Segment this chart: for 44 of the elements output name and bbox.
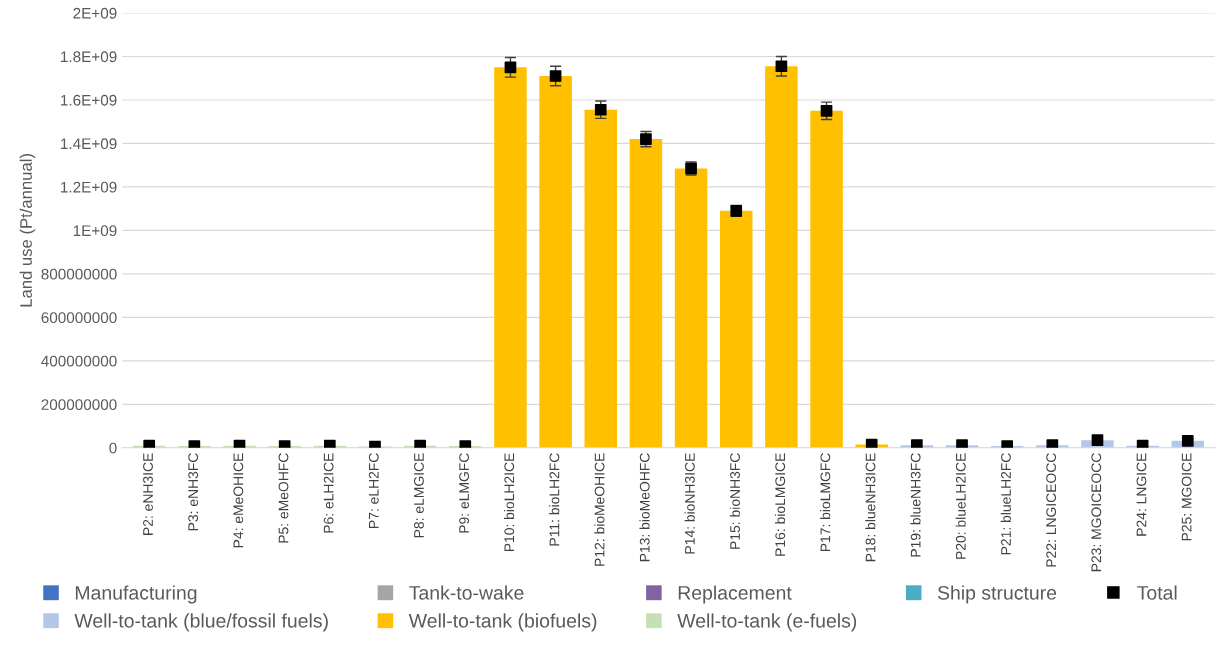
legend-label: Ship structure	[937, 585, 1057, 604]
x-tick-label: P10: bioLH2ICE	[503, 453, 515, 552]
x-tick-label: P11: bioLH2FC	[549, 453, 560, 546]
x-tick-label: P2: eNH3ICE	[143, 453, 153, 535]
x-tick-label: P3: eNH3FC	[188, 453, 199, 531]
x-tick-label: P5: eMeOHFC	[278, 453, 289, 543]
x-tick-label: P13: bioMeOHFC	[639, 453, 650, 562]
y-tick-label: 1.4E+09	[61, 138, 117, 150]
x-tick-label: P18: blueNH3ICE	[865, 453, 876, 562]
y-tick-label: 1.6E+09	[61, 94, 117, 106]
y-tick-label: 1E+09	[73, 225, 117, 237]
legend-label: Tank-to-wake	[409, 585, 524, 600]
legend-label: Well-to-tank (blue/fossil fuels)	[74, 613, 328, 632]
x-tick-label: P4: eMeOHICE	[233, 453, 244, 548]
y-tick-label: 2E+09	[73, 7, 117, 19]
legend-label: Total	[1137, 585, 1177, 600]
x-tick-label: P23: MGOICEOCC	[1091, 453, 1102, 572]
legend-label: Well-to-tank (biofuels)	[408, 613, 597, 632]
x-tick-label: P22: LNGICEOCC	[1046, 453, 1057, 567]
legend-label: Replacement	[678, 585, 792, 604]
x-tick-label: P6: eLH2ICE	[323, 453, 334, 533]
y-tick-label: 0	[109, 442, 117, 454]
x-tick-label: P17: bioLMGFC	[820, 453, 831, 552]
y-tick-label: 600000000	[41, 312, 117, 324]
y-axis-title: Land use (Pt/annual)	[19, 154, 36, 307]
x-tick-label: P21: blueLH2FC	[1000, 453, 1011, 555]
x-tick-label: P16: bioLMGICE	[774, 453, 786, 556]
y-tick-label: 400000000	[41, 355, 117, 367]
legend-label: Manufacturing	[75, 585, 197, 604]
y-tick-label: 200000000	[41, 399, 117, 411]
y-tick-label: 800000000	[41, 268, 117, 280]
x-tick-label: P7: eLH2FC	[368, 453, 379, 528]
x-tick-label: P24: LNGICE	[1136, 453, 1147, 536]
x-tick-label: P15: bioNH3FC	[729, 453, 740, 549]
x-tick-label: P8: eLMGICE	[414, 453, 424, 538]
x-tick-label: P14: bioNH3ICE	[684, 453, 695, 554]
legend-label: Well-to-tank (e-fuels)	[677, 613, 857, 632]
x-tick-label: P20: blueLH2ICE	[955, 453, 966, 559]
y-tick-label: 1.2E+09	[61, 181, 117, 193]
x-tick-label: P25: MGOICE	[1181, 453, 1192, 541]
y-tick-label: 1.8E+09	[61, 51, 117, 63]
x-tick-label: P9: eLMGFC	[459, 453, 470, 533]
x-tick-label: P19: blueNH3FC	[910, 453, 921, 557]
x-tick-label: P12: bioMeOHICE	[594, 453, 605, 566]
